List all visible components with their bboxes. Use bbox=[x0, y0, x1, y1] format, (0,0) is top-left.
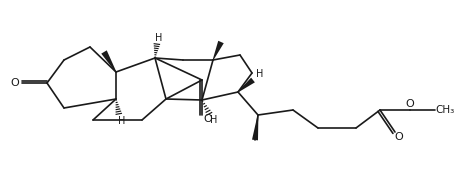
Text: O: O bbox=[204, 114, 213, 124]
Polygon shape bbox=[213, 41, 224, 60]
Text: H: H bbox=[155, 33, 163, 43]
Polygon shape bbox=[252, 115, 258, 140]
Polygon shape bbox=[238, 78, 255, 92]
Polygon shape bbox=[101, 50, 116, 72]
Text: CH₃: CH₃ bbox=[436, 105, 455, 115]
Text: O: O bbox=[406, 99, 414, 109]
Text: O: O bbox=[395, 132, 403, 142]
Text: H: H bbox=[118, 116, 125, 126]
Text: H: H bbox=[256, 69, 264, 79]
Text: H: H bbox=[210, 115, 218, 125]
Text: O: O bbox=[11, 78, 19, 88]
